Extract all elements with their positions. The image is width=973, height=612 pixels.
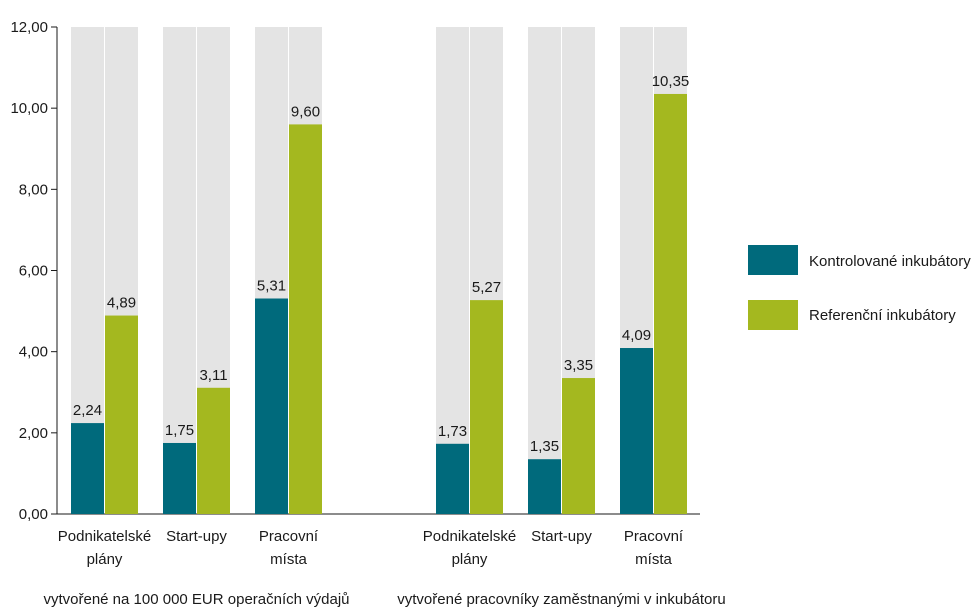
data-label: 9,60: [291, 103, 320, 120]
bar-kontrolovane-0-1: [163, 442, 196, 514]
data-label: 1,73: [438, 423, 467, 440]
bar-kontrolovane-1-1: [528, 459, 561, 514]
category-label: Start-upy: [166, 528, 227, 545]
legend-label: Referenční inkubátory: [809, 307, 956, 324]
category-label: Start-upy: [531, 528, 592, 545]
legend-swatch-referencni: [748, 300, 798, 330]
data-label: 4,09: [622, 327, 651, 344]
category-label: Pracovní: [624, 528, 684, 545]
bar-referencni-1-0: [470, 300, 503, 514]
category-label: místa: [270, 551, 307, 568]
data-label: 2,24: [73, 402, 102, 419]
category-label: Podnikatelské: [58, 528, 151, 545]
y-tick-label: 2,00: [19, 425, 48, 442]
y-tick-label: 4,00: [19, 344, 48, 361]
bar-background-1-0-a: [436, 27, 469, 514]
y-tick-label: 12,00: [10, 19, 48, 36]
bar-kontrolovane-1-0: [436, 443, 469, 514]
category-label: Pracovní: [259, 528, 319, 545]
group-label: vytvořené pracovníky zaměstnanými v inku…: [397, 591, 725, 608]
bar-kontrolovane-1-2: [620, 348, 653, 514]
category-label: plány: [87, 551, 123, 568]
bar-kontrolovane-0-2: [255, 298, 288, 514]
bar-background-1-1-a: [528, 27, 561, 514]
category-label: plány: [452, 551, 488, 568]
data-label: 1,35: [530, 438, 559, 455]
y-tick-label: 8,00: [19, 181, 48, 198]
data-label: 10,35: [652, 73, 690, 90]
bar-background-0-1-a: [163, 27, 196, 514]
legend-label: Kontrolované inkubátory: [809, 253, 971, 270]
bar-referencni-0-2: [289, 124, 322, 515]
bar-kontrolovane-0-0: [71, 423, 104, 514]
bar-referencni-0-1: [197, 387, 230, 514]
data-label: 3,11: [199, 367, 227, 384]
y-tick-label: 0,00: [19, 506, 48, 523]
bar-referencni-1-2: [654, 93, 687, 515]
legend-swatch-kontrolovane: [748, 245, 798, 275]
data-label: 1,75: [165, 422, 194, 439]
y-tick-label: 6,00: [19, 263, 48, 280]
bar-referencni-0-0: [105, 315, 138, 514]
data-label: 5,31: [257, 278, 286, 295]
category-label: místa: [635, 551, 672, 568]
group-label: vytvořené na 100 000 EUR operačních výda…: [43, 591, 349, 608]
y-tick-label: 10,00: [10, 100, 48, 117]
category-label: Podnikatelské: [423, 528, 516, 545]
data-label: 5,27: [472, 279, 501, 296]
data-label: 4,89: [107, 295, 136, 312]
bar-referencni-1-1: [562, 378, 595, 514]
data-label: 3,35: [564, 357, 593, 374]
